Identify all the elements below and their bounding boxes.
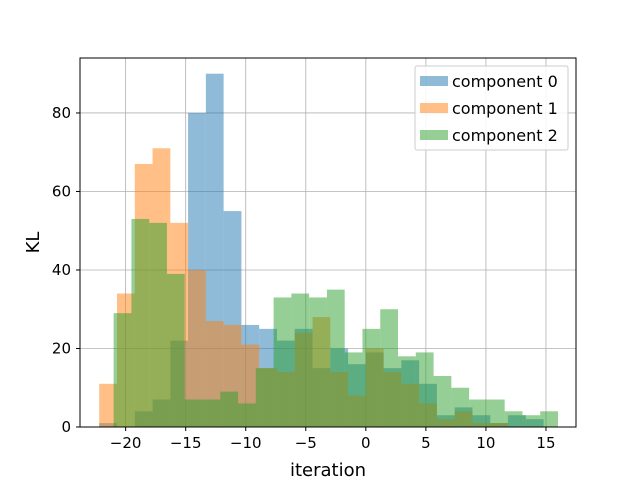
bar: [380, 309, 399, 427]
bar: [238, 403, 256, 427]
bar: [326, 289, 345, 427]
y-tick-label: 80: [52, 104, 71, 122]
x-axis-label: iteration: [290, 460, 366, 480]
y-axis-label: KL: [23, 232, 44, 254]
bar: [451, 387, 470, 427]
legend-swatch: [420, 76, 448, 86]
legend-swatch: [420, 130, 448, 140]
bar: [291, 293, 310, 427]
y-tick-label: 20: [52, 339, 71, 357]
x-tick-label: −15: [170, 434, 202, 452]
y-axis-ticks: 0 20 40 60 80: [52, 104, 80, 436]
x-tick-label: −5: [295, 434, 317, 452]
series-2-bars: [113, 218, 558, 427]
bar: [202, 399, 221, 427]
bar: [362, 328, 381, 427]
legend-label: component 2: [452, 126, 558, 145]
bar: [113, 313, 132, 427]
plot-frame: [79, 57, 577, 428]
bar: [220, 391, 239, 427]
x-tick-label: 15: [536, 434, 555, 452]
legend-label: component 0: [452, 72, 558, 91]
bar: [166, 273, 185, 427]
histogram-bars: [99, 73, 558, 428]
bar: [540, 411, 558, 427]
bar: [273, 297, 292, 427]
y-tick-label: 60: [52, 182, 71, 200]
y-tick-label: 40: [52, 261, 71, 279]
bar: [415, 352, 434, 427]
bar: [131, 218, 150, 427]
x-tick-label: −20: [110, 434, 142, 452]
bar: [149, 222, 167, 427]
bar: [433, 375, 452, 427]
bar: [504, 411, 523, 427]
bar: [344, 352, 363, 427]
bar: [99, 383, 117, 427]
legend: component 0 component 1 component 2: [414, 65, 569, 151]
legend-label: component 1: [452, 99, 558, 118]
legend-box: [414, 65, 569, 151]
x-tick-label: 5: [421, 434, 431, 452]
bar: [469, 399, 487, 427]
bar: [522, 415, 541, 427]
bar: [486, 399, 505, 427]
x-tick-label: 0: [361, 434, 371, 452]
bar: [188, 269, 206, 427]
bar: [398, 356, 416, 427]
x-tick-label: 10: [476, 434, 495, 452]
x-tick-label: −10: [230, 434, 262, 452]
legend-swatch: [420, 103, 448, 113]
bar: [255, 368, 274, 427]
bar: [184, 399, 203, 427]
x-axis-ticks: −20 −15 −10 −5 0 5 10 15: [110, 427, 556, 452]
y-tick-label: 0: [61, 418, 71, 436]
bar: [309, 297, 327, 427]
